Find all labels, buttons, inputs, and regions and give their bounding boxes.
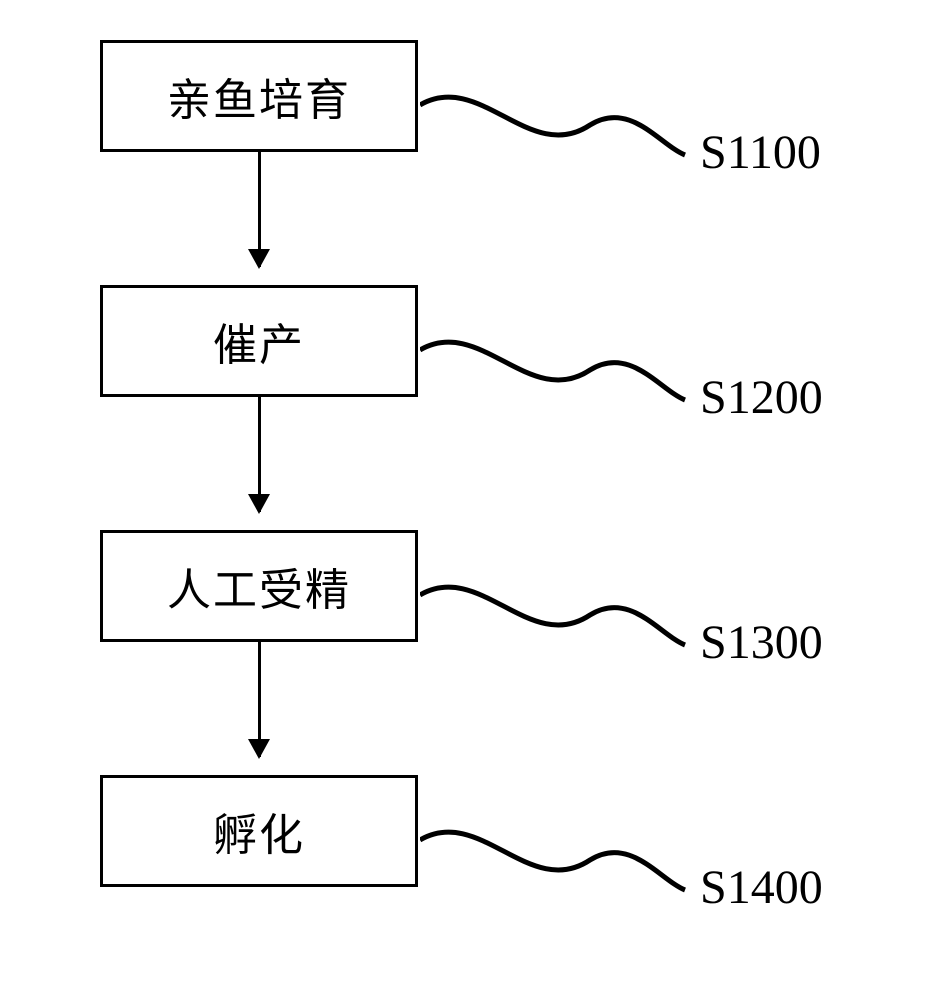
flow-arrow-2 bbox=[258, 397, 261, 512]
step-box-3: 人工受精 bbox=[100, 530, 418, 642]
flow-arrow-1 bbox=[258, 152, 261, 267]
flow-arrow-3 bbox=[258, 642, 261, 757]
step-label-4: S1400 bbox=[700, 860, 823, 915]
step-text-3: 人工受精 bbox=[167, 554, 351, 618]
wave-connector-3 bbox=[420, 575, 690, 665]
step-label-1: S1100 bbox=[700, 125, 821, 180]
step-box-4: 孵化 bbox=[100, 775, 418, 887]
wave-connector-4 bbox=[420, 820, 690, 910]
step-box-1: 亲鱼培育 bbox=[100, 40, 418, 152]
step-text-2: 催产 bbox=[213, 309, 305, 373]
wave-connector-1 bbox=[420, 85, 690, 175]
step-label-2: S1200 bbox=[700, 370, 823, 425]
step-text-4: 孵化 bbox=[213, 799, 305, 863]
wave-connector-2 bbox=[420, 330, 690, 420]
step-box-2: 催产 bbox=[100, 285, 418, 397]
step-text-1: 亲鱼培育 bbox=[167, 64, 351, 128]
step-label-3: S1300 bbox=[700, 615, 823, 670]
